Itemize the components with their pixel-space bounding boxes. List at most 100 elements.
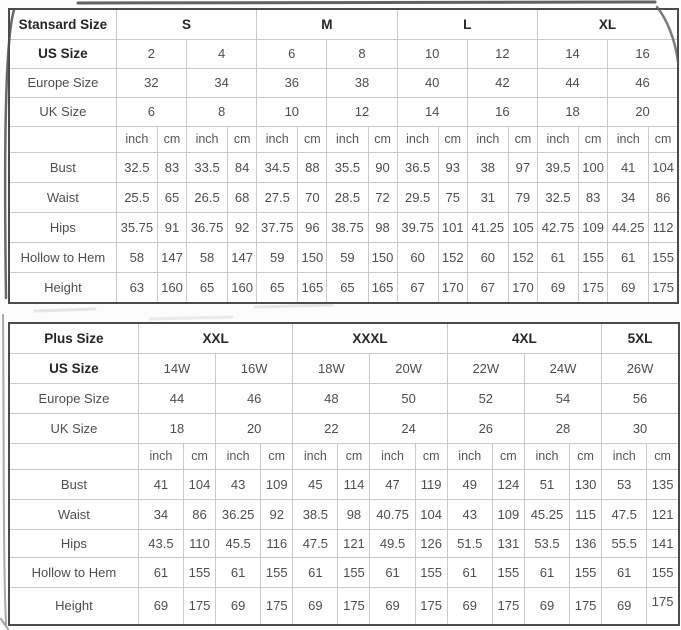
measure-value-cell: 65: [156, 181, 188, 213]
size-value-cell: 24W: [523, 352, 603, 384]
measure-value-cell: 61: [523, 556, 571, 588]
measure-value-cell: 109: [260, 468, 294, 500]
size-value-cell: 28: [523, 412, 603, 444]
measure-value-cell: 58: [185, 241, 229, 273]
measure-value-cell: 63: [115, 271, 158, 304]
measure-value-cell: 91: [156, 211, 188, 243]
measure-value-cell: 40.75: [369, 498, 416, 530]
measure-value-cell: 121: [337, 528, 371, 558]
measure-value-cell: 44.25: [607, 211, 650, 243]
measure-value-cell: 69: [536, 271, 580, 304]
unit-header-inch: inch: [601, 442, 648, 470]
scan-artifact-smudge-2: [253, 303, 334, 309]
measure-value-cell: 84: [227, 151, 258, 183]
measure-value-cell: 34: [137, 498, 184, 530]
measure-value-cell: 147: [227, 241, 258, 273]
row-label: Bust: [8, 151, 117, 183]
measure-value-cell: 104: [414, 498, 448, 530]
measure-value-cell: 130: [569, 468, 603, 500]
measure-value-cell: 160: [227, 271, 258, 304]
measure-value-cell: 43: [446, 498, 493, 530]
size-value-cell: 24: [369, 412, 448, 444]
measure-value-cell: 32.5: [115, 151, 158, 183]
measure-value-cell: 86: [648, 181, 679, 213]
size-group-header: XL: [536, 8, 679, 40]
unit-header-inch: inch: [536, 125, 580, 153]
measure-value-cell: 165: [297, 271, 328, 304]
measure-value-cell: 61: [215, 556, 262, 588]
size-value-cell: 38: [326, 67, 398, 98]
measure-value-cell: 155: [414, 556, 448, 588]
measure-value-cell: 41: [137, 468, 184, 500]
unit-row-spacer: [8, 125, 117, 153]
size-value-cell: 18W: [292, 352, 371, 384]
row-label: UK Size: [8, 96, 117, 127]
measure-value-cell: 104: [648, 151, 679, 183]
measure-value-cell: 160: [156, 271, 188, 304]
unit-header-inch: inch: [185, 125, 229, 153]
measure-value-cell: 60: [466, 241, 509, 273]
measure-value-cell: 28.5: [326, 181, 369, 213]
unit-header-inch: inch: [369, 442, 416, 470]
unit-header-inch: inch: [292, 442, 339, 470]
measure-value-cell: 61: [369, 556, 416, 588]
unit-header-inch: inch: [137, 442, 184, 470]
measure-value-cell: 152: [507, 241, 538, 273]
measure-value-cell: 124: [491, 468, 525, 500]
measure-value-cell: 45.25: [523, 498, 571, 530]
size-value-cell: 54: [523, 382, 603, 414]
measure-value-cell: 38.5: [292, 498, 339, 530]
measure-value-cell: 175: [646, 586, 680, 626]
size-value-cell: 8: [326, 38, 398, 69]
unit-header-cm: cm: [414, 442, 448, 470]
unit-header-cm: cm: [507, 125, 538, 153]
measure-value-cell: 175: [491, 586, 525, 626]
measure-value-cell: 152: [437, 241, 468, 273]
measure-value-cell: 61: [137, 556, 184, 588]
table-title-cell: Plus Size: [8, 322, 139, 354]
measure-value-cell: 69: [607, 271, 650, 304]
size-group-header: XXL: [137, 322, 294, 354]
measure-value-cell: 98: [367, 211, 398, 243]
measure-value-cell: 51.5: [446, 528, 493, 558]
unit-header-cm: cm: [260, 442, 294, 470]
size-group-header: M: [256, 8, 398, 40]
measure-value-cell: 43.5: [137, 528, 184, 558]
scan-artifact-left-edge-lower: [2, 314, 7, 625]
measure-value-cell: 69: [446, 586, 493, 626]
unit-header-cm: cm: [297, 125, 328, 153]
size-value-cell: 56: [601, 382, 680, 414]
unit-header-cm: cm: [227, 125, 258, 153]
size-value-cell: 26W: [601, 352, 680, 384]
measure-value-cell: 75: [437, 181, 468, 213]
measure-value-cell: 121: [646, 498, 680, 530]
size-value-cell: 22: [292, 412, 371, 444]
size-value-cell: 18: [536, 96, 609, 127]
size-value-cell: 20: [215, 412, 294, 444]
size-group-header: 5XL: [601, 322, 680, 354]
measure-value-cell: 70: [297, 181, 328, 213]
measure-value-cell: 150: [297, 241, 328, 273]
measure-value-cell: 109: [491, 498, 525, 530]
size-value-cell: 6: [256, 38, 328, 69]
measure-value-cell: 65: [256, 271, 299, 304]
measure-value-cell: 86: [182, 498, 217, 530]
measure-value-cell: 36.75: [185, 211, 229, 243]
measure-value-cell: 53: [601, 468, 648, 500]
measure-value-cell: 49: [446, 468, 493, 500]
measure-value-cell: 29.5: [396, 181, 439, 213]
unit-header-inch: inch: [446, 442, 493, 470]
measure-value-cell: 115: [569, 498, 603, 530]
size-value-cell: 40: [396, 67, 468, 98]
measure-value-cell: 59: [256, 241, 299, 273]
unit-header-cm: cm: [491, 442, 525, 470]
measure-value-cell: 25.5: [115, 181, 158, 213]
measure-value-cell: 147: [156, 241, 188, 273]
measure-value-cell: 33.5: [185, 151, 229, 183]
size-value-cell: 12: [466, 38, 538, 69]
measure-value-cell: 37.75: [256, 211, 299, 243]
measure-value-cell: 136: [569, 528, 603, 558]
unit-header-cm: cm: [156, 125, 188, 153]
unit-header-cm: cm: [646, 442, 680, 470]
measure-value-cell: 155: [260, 556, 294, 588]
